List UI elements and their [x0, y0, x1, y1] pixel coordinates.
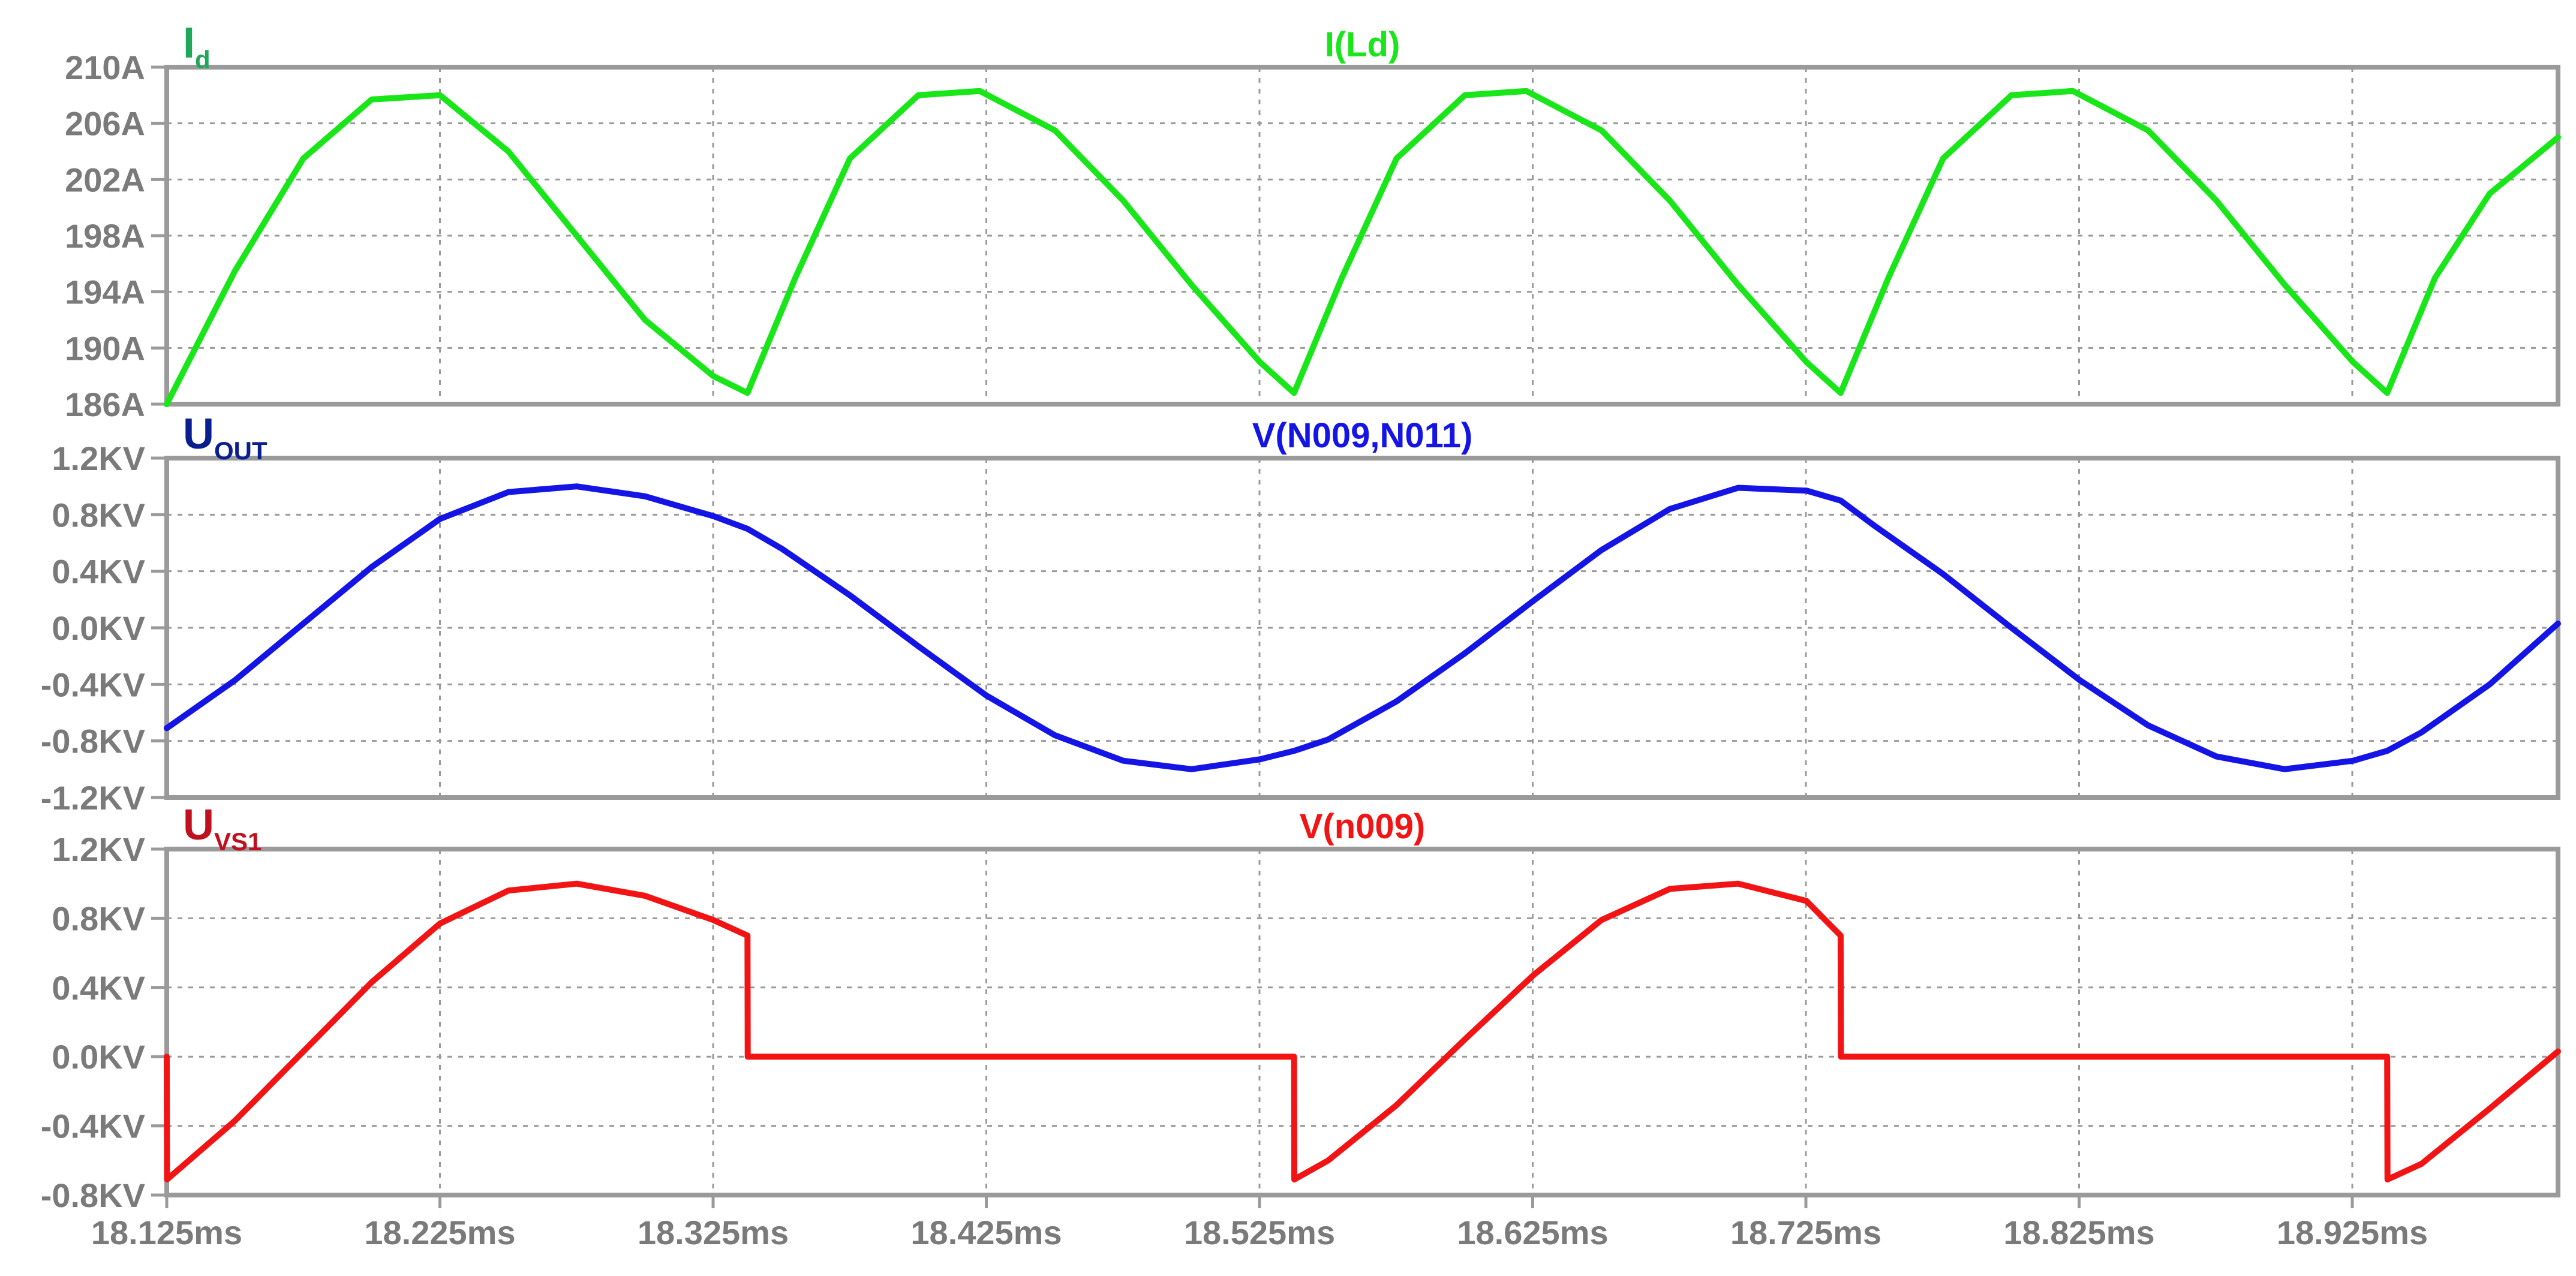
signal-symbol-subscript: OUT	[214, 437, 267, 465]
y-tick-label: 0.0KV	[52, 609, 145, 647]
pane-uout: 1.2KV 0.8KV 0.4KV 0.0KV -0.4KV -0.8KV -1.2KV UO…	[41, 410, 2561, 817]
trace-name: V(N009,N011)	[1252, 416, 1473, 455]
x-tick-label: 18.125ms	[91, 1214, 242, 1251]
pane-id: 210A 206A 202A 198A 194A 190A 186A Id I(Ld)	[65, 19, 2561, 423]
y-tick-label: 0.8KV	[52, 496, 145, 534]
pane-uvs1: 1.2KV 0.8KV 0.4KV 0.0KV -0.4KV -0.8KV UVS1 V(n0…	[41, 801, 2561, 1214]
trace-uvs1	[164, 880, 2561, 1182]
x-tick-label: 18.425ms	[910, 1214, 1062, 1251]
x-tick-label: 18.625ms	[1457, 1214, 1608, 1251]
trace-name: I(Ld)	[1325, 25, 1400, 64]
x-tick-label: 18.525ms	[1184, 1214, 1335, 1251]
signal-symbol: UOUT	[183, 410, 267, 465]
y-tick-label: 210A	[65, 49, 145, 86]
plot-frame	[164, 65, 2560, 407]
y-tick-label: -1.2KV	[41, 779, 145, 817]
signal-symbol-main: I	[183, 19, 195, 67]
time-axis: 18.125ms 18.225ms 18.325ms 18.425ms 18.525ms…	[91, 1195, 2428, 1251]
y-tick-label: 190A	[65, 329, 145, 367]
x-tick-label: 18.925ms	[2277, 1214, 2428, 1251]
signal-symbol-subscript: VS1	[214, 827, 261, 856]
x-tick-label: 18.225ms	[364, 1214, 515, 1251]
signal-symbol: Id	[183, 19, 211, 74]
y-tick-label: -0.8KV	[41, 723, 145, 760]
signal-symbol-main: U	[183, 410, 214, 458]
plot-panes: 210A 206A 202A 198A 194A 190A 186A Id I(Ld) 1.2KV…	[41, 19, 2561, 1214]
trace-uout	[164, 483, 2561, 772]
y-tick-label: 206A	[65, 105, 145, 143]
y-tick-label: 0.4KV	[52, 969, 145, 1007]
signal-symbol: UVS1	[183, 801, 261, 856]
y-tick-label: 194A	[65, 273, 145, 311]
y-tick-label: 0.0KV	[52, 1038, 145, 1076]
signal-symbol-main: U	[183, 801, 214, 849]
trace-id	[164, 88, 2561, 407]
y-tick-label: 0.4KV	[52, 553, 145, 591]
y-tick-label: 202A	[65, 161, 145, 198]
y-tick-label: 198A	[65, 217, 145, 255]
plot-frame	[164, 456, 2560, 800]
x-tick-label: 18.725ms	[1730, 1214, 1881, 1251]
y-tick-label: 1.2KV	[52, 830, 145, 868]
y-tick-label: -0.4KV	[41, 666, 145, 703]
y-tick-label: -0.8KV	[41, 1176, 145, 1214]
y-tick-label: 1.2KV	[52, 440, 145, 477]
trace-name: V(n009)	[1300, 807, 1426, 846]
y-tick-label: 0.8KV	[52, 899, 145, 937]
y-tick-label: -0.4KV	[41, 1108, 145, 1145]
x-tick-label: 18.825ms	[2003, 1214, 2154, 1251]
plot-frame	[164, 847, 2560, 1197]
signal-symbol-subscript: d	[195, 46, 211, 74]
x-tick-label: 18.325ms	[638, 1214, 789, 1251]
y-tick-label: 186A	[65, 386, 145, 423]
